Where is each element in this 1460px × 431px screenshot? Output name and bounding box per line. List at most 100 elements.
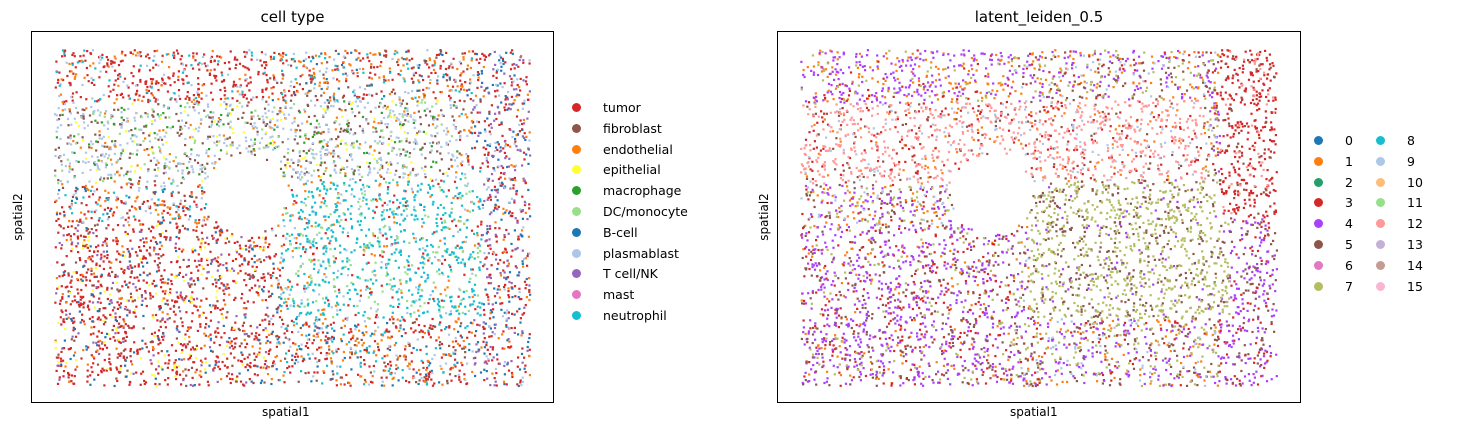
cell-point — [404, 271, 407, 274]
cell-point — [345, 130, 348, 133]
cell-point — [272, 262, 275, 265]
cell-point — [65, 238, 68, 242]
cell-point — [301, 157, 304, 160]
cell-point — [148, 207, 152, 210]
cell-point — [204, 334, 207, 337]
cell-point — [100, 285, 103, 288]
cell-point — [383, 361, 386, 364]
cell-point — [191, 168, 194, 171]
cell-point — [233, 346, 237, 349]
cell-point — [181, 344, 184, 347]
cell-point — [283, 207, 286, 210]
cell-point — [399, 101, 402, 104]
cell-point — [468, 330, 471, 334]
cell-point — [468, 50, 471, 53]
cell-point — [510, 371, 514, 375]
cell-point — [238, 253, 241, 256]
cell-point — [232, 131, 235, 135]
cell-point — [398, 96, 401, 99]
cell-point — [324, 335, 327, 338]
cell-point — [188, 356, 192, 360]
cell-point — [303, 173, 306, 177]
cell-point — [224, 242, 227, 245]
cell-point — [180, 62, 183, 65]
cell-point — [56, 118, 59, 122]
cell-point — [254, 109, 257, 112]
cell-point — [252, 301, 255, 304]
cell-point — [353, 92, 356, 95]
cell-point — [340, 63, 344, 67]
cell-point — [511, 373, 514, 376]
cell-point — [219, 234, 222, 237]
cell-point — [363, 348, 366, 352]
cell-point — [160, 281, 164, 284]
cell-point — [517, 238, 520, 241]
cell-point — [98, 168, 101, 171]
cell-point — [378, 52, 381, 55]
cell-point — [129, 182, 133, 186]
cell-point — [447, 67, 450, 70]
cell-point — [54, 174, 57, 177]
cell-point — [203, 166, 206, 169]
cell-point — [76, 278, 79, 281]
cell-point — [67, 290, 70, 293]
cell-point — [492, 308, 495, 311]
cell-point — [84, 151, 88, 154]
cell-point — [156, 242, 159, 245]
cell-point — [207, 105, 210, 108]
cell-point — [222, 289, 225, 292]
cell-point — [172, 180, 175, 183]
cell-point — [302, 357, 305, 360]
cell-point — [81, 136, 84, 139]
cell-point — [355, 140, 359, 143]
cell-point — [113, 102, 116, 105]
cell-point — [99, 58, 102, 62]
cell-point — [381, 204, 384, 207]
cell-point — [209, 57, 212, 60]
cell-point — [516, 365, 519, 368]
cell-point — [163, 185, 166, 188]
cell-point — [227, 112, 230, 115]
cell-point — [216, 140, 219, 143]
cell-point — [271, 99, 274, 102]
cell-point — [375, 130, 378, 133]
cell-point — [368, 152, 371, 155]
cell-point — [285, 304, 288, 307]
cell-point — [181, 176, 184, 179]
cell-point — [305, 159, 308, 162]
cell-point — [99, 301, 102, 304]
cell-point — [411, 264, 414, 267]
cell-point — [464, 176, 467, 179]
cell-point — [423, 332, 426, 335]
cell-point — [396, 116, 399, 120]
cell-point — [344, 265, 347, 268]
cell-point — [346, 235, 350, 238]
cell-point — [385, 376, 388, 379]
cell-point — [70, 204, 73, 207]
cell-point — [521, 102, 524, 105]
cell-point — [275, 354, 279, 358]
cell-point — [149, 230, 152, 233]
cell-point — [410, 161, 413, 164]
cell-point — [239, 151, 242, 155]
cell-point — [220, 378, 223, 381]
cell-point — [442, 76, 445, 79]
cell-point — [88, 236, 91, 239]
cell-point — [395, 367, 398, 371]
cell-point — [332, 77, 335, 80]
cell-point — [362, 248, 365, 251]
cell-point — [261, 115, 264, 118]
cell-point — [124, 330, 127, 333]
cell-point — [72, 72, 75, 75]
cell-point — [472, 74, 475, 77]
cell-point — [489, 309, 492, 312]
cell-point — [156, 49, 159, 52]
cell-point — [290, 80, 293, 83]
cell-point — [361, 129, 364, 132]
cell-point — [386, 168, 390, 171]
cell-point — [137, 189, 140, 192]
cell-point — [87, 304, 90, 307]
cell-point — [312, 57, 315, 60]
cell-point — [265, 336, 268, 339]
cell-point — [178, 373, 182, 376]
